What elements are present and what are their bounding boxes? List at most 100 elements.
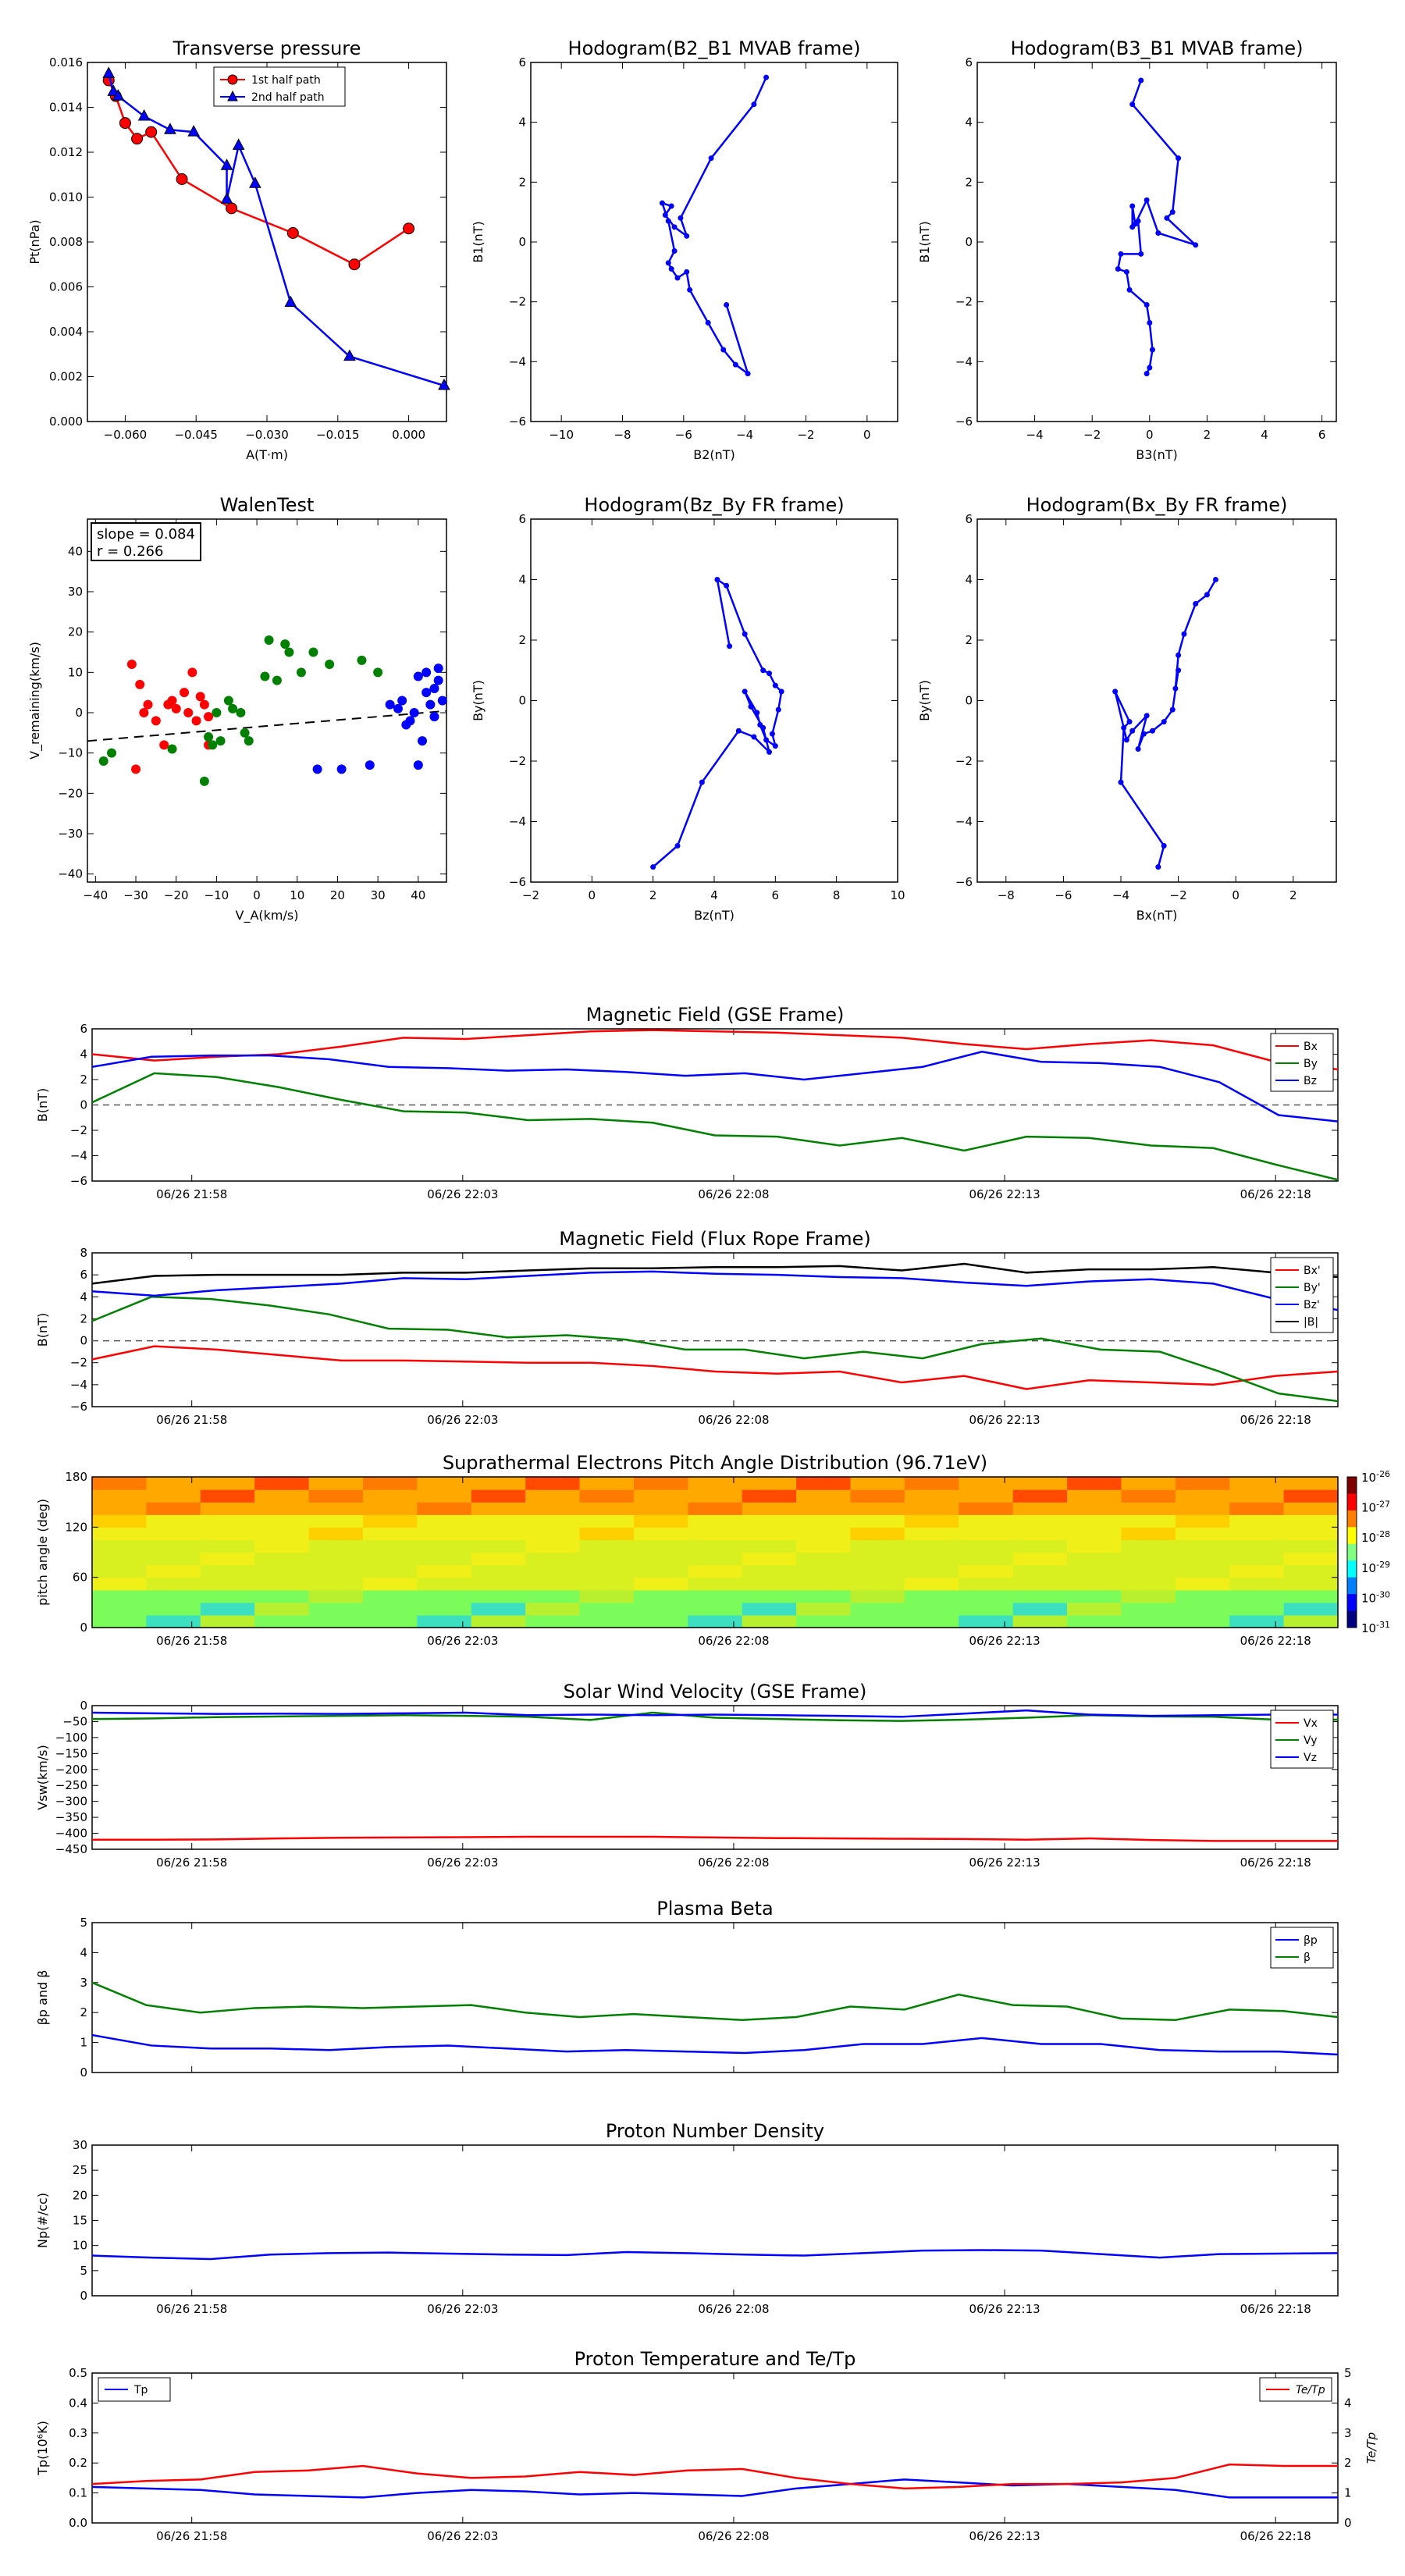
heatmap-cell — [308, 1489, 364, 1503]
data-point — [145, 126, 158, 138]
beta-ylabel: βp and β — [35, 1970, 50, 2026]
data-point — [232, 138, 245, 150]
data-point — [180, 688, 190, 698]
data-point — [763, 74, 770, 80]
heatmap-cell — [92, 1502, 147, 1515]
heatmap-cell — [904, 1602, 959, 1616]
x-tick-label: −10 — [205, 888, 229, 902]
data-point — [365, 760, 375, 770]
heatmap-cell — [959, 1552, 1014, 1566]
y-tick-label: −250 — [55, 1778, 87, 1792]
heatmap-cell — [688, 1602, 743, 1616]
heatmap-cell — [471, 1527, 526, 1541]
data-point — [119, 117, 131, 130]
data-point — [433, 664, 443, 674]
y2-tick-label: 5 — [1344, 2366, 1352, 2380]
heatmap-cell — [254, 1602, 310, 1616]
x-tick-label: 06/26 22:03 — [427, 2529, 498, 2543]
data-point — [760, 724, 767, 731]
y-tick-label: −4 — [70, 1149, 87, 1163]
transverse-panel: Transverse pressure −0.060 −0.045 −0.030 −0.… — [27, 37, 450, 462]
heatmap-cell — [1067, 1477, 1122, 1490]
x-tick-label: 06/26 21:58 — [156, 1413, 227, 1427]
heatmap-cell — [1067, 1602, 1122, 1616]
heatmap-cell — [417, 1514, 472, 1528]
y-tick-label: −4 — [955, 815, 973, 829]
y-tick-label: −20 — [58, 786, 83, 800]
heatmap-cell — [1012, 1564, 1068, 1578]
y-tick-label: 0 — [80, 1098, 87, 1112]
heatmap-cell — [1229, 1614, 1285, 1628]
heatmap-cell — [796, 1602, 852, 1616]
legend-label: By — [1304, 1058, 1318, 1070]
heatmap-cell — [362, 1552, 418, 1566]
transverse-ylabel: Pt(nPa) — [27, 219, 42, 264]
legend-label: β — [1304, 1952, 1311, 1964]
y-tick-label: 120 — [65, 1520, 87, 1534]
hodo4-ylabel: By(nT) — [917, 680, 932, 721]
y-tick-label: −2 — [955, 754, 973, 768]
heatmap-cell — [362, 1477, 418, 1490]
heatmap-cell — [1175, 1489, 1230, 1503]
y-tick-label: 10 — [73, 2239, 87, 2253]
heatmap-cell — [471, 1477, 526, 1490]
y-tick-label: 180 — [65, 1470, 87, 1484]
heatmap-cell — [362, 1602, 418, 1616]
data-point — [650, 864, 656, 870]
y-tick-label: −6 — [509, 415, 526, 429]
data-point — [1118, 779, 1124, 785]
heatmap-cell — [796, 1589, 852, 1603]
x-tick-label: −40 — [84, 888, 108, 902]
heatmap-cell — [850, 1564, 905, 1578]
heatmap-cell — [308, 1502, 364, 1515]
y-tick-label: 1 — [80, 2036, 87, 2050]
y-tick-label: −6 — [70, 1174, 87, 1188]
colorbar-label: 10-28 — [1361, 1529, 1390, 1545]
data-point — [228, 703, 238, 713]
heatmap-cell — [796, 1552, 852, 1566]
hodo2-frame — [976, 62, 1337, 422]
heatmap-cell — [1283, 1527, 1339, 1541]
x-tick-label: −4 — [1026, 428, 1044, 442]
heatmap-cell — [579, 1614, 635, 1628]
heatmap-cell — [471, 1489, 526, 1503]
x-tick-label: 06/26 21:58 — [156, 2529, 227, 2543]
data-point — [772, 743, 778, 749]
y-tick-label: 0 — [80, 2289, 87, 2303]
heatmap-cell — [796, 1564, 852, 1578]
heatmap-cell — [633, 1564, 688, 1578]
colorbar-segment — [1347, 1610, 1357, 1628]
heatmap-cell — [579, 1514, 635, 1528]
heatmap-cell — [362, 1539, 418, 1553]
data-point — [665, 218, 671, 224]
heatmap-cell — [146, 1527, 201, 1541]
heatmap-cell — [1121, 1539, 1176, 1553]
heatmap-cell — [1012, 1527, 1068, 1541]
heatmap-cell — [959, 1589, 1014, 1603]
data-point — [1176, 667, 1182, 674]
y2-tick-label: 3 — [1344, 2426, 1352, 2440]
heatmap-cell — [579, 1589, 635, 1603]
heatmap-cell — [200, 1552, 255, 1566]
heatmap-cell — [1175, 1614, 1230, 1628]
heatmap-cell — [471, 1564, 526, 1578]
heatmap-cell — [959, 1539, 1014, 1553]
heatmap-cell — [146, 1564, 201, 1578]
data-point — [1135, 746, 1141, 752]
heatmap-cell — [308, 1589, 364, 1603]
x-tick-label: 6 — [772, 888, 780, 902]
heatmap-cell — [633, 1514, 688, 1528]
heatmap-cell — [796, 1489, 852, 1503]
x-tick-label: 06/26 21:58 — [156, 2302, 227, 2316]
heatmap-cell — [959, 1502, 1014, 1515]
data-point — [151, 716, 161, 726]
heatmap-cell — [1067, 1514, 1122, 1528]
data-point — [405, 716, 415, 726]
heatmap-cell — [796, 1477, 852, 1490]
y-tick-label: −300 — [55, 1795, 87, 1809]
heatmap-cell — [308, 1477, 364, 1490]
x-tick-label: 06/26 22:03 — [427, 2302, 498, 2316]
data-point — [748, 703, 754, 710]
heatmap-cell — [633, 1552, 688, 1566]
heatmap-cell — [796, 1539, 852, 1553]
